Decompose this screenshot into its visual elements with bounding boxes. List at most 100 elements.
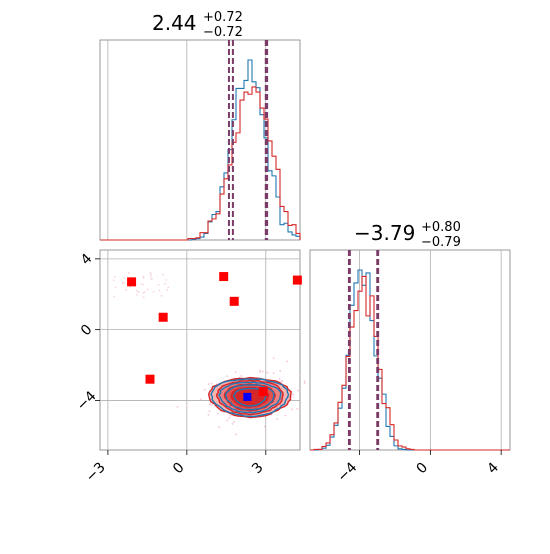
histograms [100,59,301,241]
panel-frame [309,249,511,451]
scatter-point [135,293,138,296]
blue-square-marker [243,392,252,401]
y-tick-label: 0 [78,322,96,340]
y-tick-label: 4 [78,251,96,269]
scatter-point [229,414,232,417]
scatter-point [176,405,179,408]
red-square-marker [158,312,168,322]
scatter-point [142,296,145,298]
scatter-point [226,419,229,422]
scatter-point [164,283,167,285]
scatter-point [240,375,243,377]
contour-line-red [223,383,277,412]
scatter-point [185,405,188,408]
histogram-title-plus: +0.72 [203,10,243,25]
scatter-point [160,294,163,297]
contour-line-red [215,379,284,416]
scatter-point [226,375,228,378]
contour-line-red [207,376,292,419]
scatter-point [150,273,153,276]
scatter-point [140,283,143,286]
scatter-point [291,408,294,411]
scatter-point [303,380,306,383]
scatter-point [143,291,146,294]
y-tick-label: −4 [74,388,100,414]
scatter-point [199,398,202,401]
scatter-point [217,412,219,415]
scatter-point [142,291,145,294]
scatter-point [278,377,281,380]
scatter-point [162,273,164,276]
quantile-lines [227,40,269,240]
histogram-panel-param-1: 2.44 +0.72 −0.72 [99,10,301,241]
scatter-point [149,275,152,278]
scatter-point [234,433,237,436]
scatter-point [125,289,128,291]
grid [359,250,502,450]
x-tick-labels: −4 0 4 [334,450,502,485]
scatter-point [284,414,287,417]
scatter-point [167,286,170,289]
scatter-point [296,407,299,410]
scatter-point [263,425,266,428]
red-square-marker [229,296,239,306]
scatter-point [218,426,221,429]
red-square-marker [145,374,155,384]
red-square-marker [127,277,137,287]
scatter-point [142,283,145,286]
histogram-red [100,86,301,241]
histogram-title-main: −3.79 [354,221,415,245]
scatter-point [233,421,235,423]
histogram-title-minus: −0.72 [203,25,243,40]
scatter-point [298,374,301,377]
x-tick-label: 0 [414,460,432,478]
x-tick-label: −3 [83,460,109,486]
y-tick-labels: −4 0 4 [74,251,100,414]
scatter-point [259,369,262,372]
markers [127,272,302,401]
scatter-point [122,281,125,284]
histogram-title-minus: −0.79 [421,235,461,250]
scatter-point [113,275,116,278]
scatter-point [208,403,211,405]
scatter-point [112,279,115,282]
scatter-point [208,410,211,413]
contour-line-blue [210,378,290,417]
scatter-point [158,289,161,292]
scatter-point [113,295,116,298]
scatter-point [203,388,206,391]
contour-panel: −3 0 3 −4 0 4 [74,249,317,485]
histogram-panel-param-2: −4 0 4 −3.79 +0.80 −0.79 [309,220,511,485]
scatter-point [279,370,282,372]
scatter-point [146,288,149,291]
scatter-point [228,417,230,420]
scatter-point [297,389,300,392]
x-tick-label: 3 [249,460,267,478]
x-tick-label: 0 [170,460,188,478]
scatter-point [123,276,126,279]
scatter-point [127,272,130,274]
scatter-point [234,371,237,374]
scatter-point [150,278,153,280]
scatter-point [266,371,269,374]
x-tick-labels: −3 0 3 [83,450,267,485]
contour-line-blue [218,381,282,414]
scatter-point [152,290,155,293]
quantile-lines [347,250,380,450]
scatter-point [272,372,275,375]
contour-line-blue [224,384,275,411]
scatter-point [142,275,145,278]
scatter-point [292,393,294,396]
scatter-point [207,383,210,386]
histogram-title-main: 2.44 [152,11,197,35]
scatter-point [114,286,117,289]
contours [207,376,292,419]
red-square-marker [258,387,268,397]
panel-frame [99,39,301,241]
scatter-point [272,357,275,359]
scatter-point [291,396,293,398]
scatter-point [259,371,261,373]
scatter-point [149,271,152,274]
scatter-point [135,289,138,292]
scatter-point [207,413,210,416]
